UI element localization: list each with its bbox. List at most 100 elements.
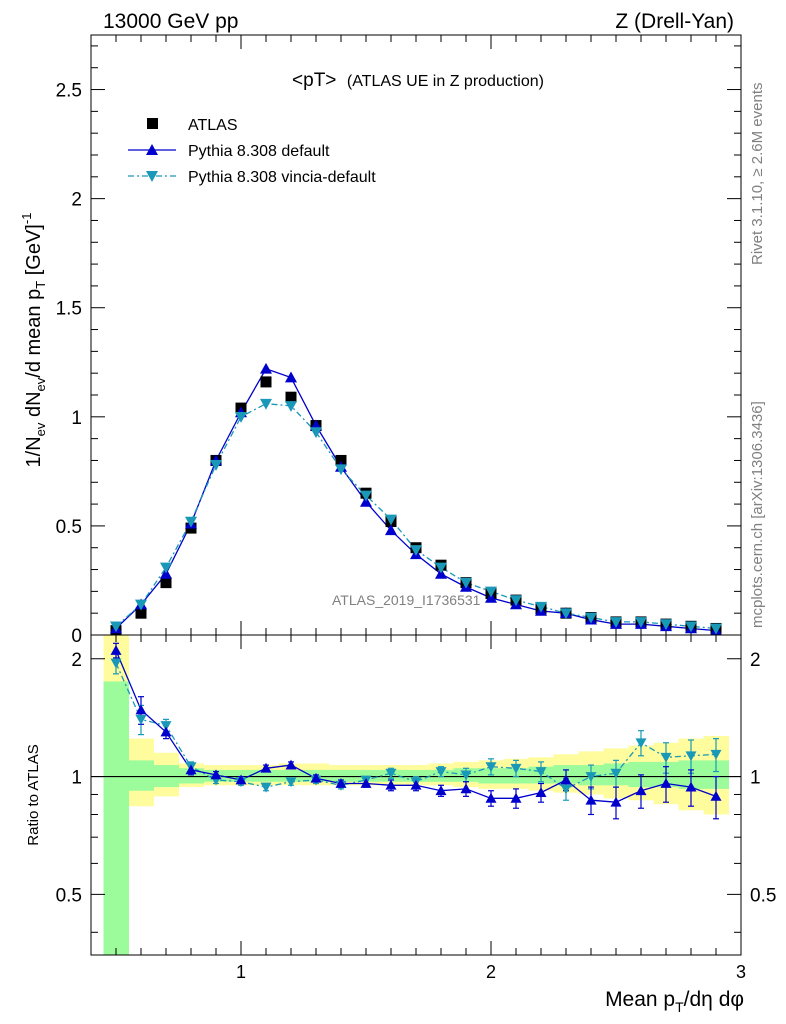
atlas-point (160, 577, 172, 589)
vincia-point (110, 621, 122, 633)
top-y-tick-label: 0.5 (56, 517, 82, 538)
ratio-vincia-point (510, 763, 522, 774)
ratio-default-point (160, 726, 172, 737)
band-green-7 (278, 769, 304, 782)
ratio-vincia-point (285, 777, 297, 788)
ratio-vincia-point (485, 762, 497, 773)
x-tick-label: 2 (486, 962, 496, 982)
vincia-point (460, 577, 472, 589)
ratio-vincia-point (160, 721, 172, 732)
band-green-9 (328, 769, 354, 782)
ratio-default-point (635, 785, 647, 796)
default-point (260, 362, 272, 374)
ratio-y-tick-label: 0.5 (56, 885, 82, 906)
ratio-vincia-point (435, 767, 447, 778)
ratio-panel-series (110, 642, 722, 820)
vincia-point (285, 401, 297, 412)
axes: 1 2 3 0 0.5 1 1.5 2 2.5 0.5 0.5 1 1 2 2 (56, 35, 776, 982)
vincia-point (360, 490, 372, 502)
top-y-tick-label: 0 (71, 626, 82, 647)
header-process: Z (Drell-Yan) (615, 10, 734, 33)
ratio-vincia-point (260, 782, 272, 793)
atlas-point (285, 391, 297, 403)
chart-title: <pT> (ATLAS UE in Z production) (292, 70, 544, 91)
legend: ATLAS Pythia 8.308 default Pythia 8.308 … (128, 117, 376, 186)
vincia-point (635, 617, 647, 628)
ratio-default-point (360, 778, 372, 788)
vincia-point (335, 464, 347, 476)
y-axis-label-ratio: Ratio to ATLAS (25, 744, 42, 845)
vincia-point (485, 586, 497, 598)
x-axis-label: Mean pT/dη dφ (605, 988, 744, 1015)
top-panel-series (110, 362, 722, 635)
ratio-default-point (685, 781, 697, 792)
ratio-vincia-point (685, 751, 697, 762)
top-y-tick-label: 1.5 (56, 299, 82, 320)
legend-marker-vincia (146, 171, 158, 182)
atlas-point (135, 607, 147, 619)
top-y-tick-label: 2.5 (56, 81, 82, 102)
vincia-point (585, 612, 597, 624)
ratio-vincia-point (560, 784, 572, 795)
vincia-point (510, 595, 522, 607)
ratio-default-point (510, 792, 522, 803)
ratio-default-point (410, 779, 422, 790)
ratio-default-point (435, 785, 447, 796)
ratio-default-point (460, 783, 472, 794)
top-y-tick-label: 1 (71, 408, 82, 429)
ratio-default-point (185, 764, 197, 775)
vincia-point (235, 412, 247, 423)
ratio-vincia-point (135, 714, 147, 725)
default-point (285, 371, 297, 383)
y-axis-label-top: 1/Nev dNev/d mean pT [GeV]-1 (19, 213, 48, 468)
ratio-y-tick-label-right: 2 (750, 650, 761, 671)
ratio-default-point (335, 778, 347, 788)
ratio-default-point (535, 787, 547, 797)
vincia-point (410, 545, 422, 556)
ratio-vincia-point (585, 772, 597, 783)
ratio-default-point (110, 644, 122, 655)
vincia-point (210, 460, 222, 471)
ratio-panel-frame (90, 634, 742, 956)
legend-marker-default (146, 144, 158, 155)
vincia-point (310, 427, 322, 439)
ratio-bands (103, 635, 729, 955)
vincia-point (185, 516, 197, 528)
vincia-point (560, 608, 572, 620)
ratio-default-point (310, 772, 322, 783)
default-point (385, 524, 397, 536)
ratio-y-tick-label: 1 (71, 768, 82, 789)
ratio-vincia-point (110, 658, 122, 669)
ratio-default-point (560, 774, 572, 785)
ratio-vincia-point (635, 738, 647, 749)
header-energy: 13000 GeV pp (103, 10, 238, 33)
mcplots-label: mcplots.cern.ch [arXiv:1306.3436] (749, 401, 766, 628)
band-green-15 (478, 768, 504, 784)
vincia-point (160, 562, 172, 574)
x-tick-label: 3 (736, 962, 746, 982)
vincia-point (535, 601, 547, 613)
ratio-default-point (660, 778, 672, 788)
ratio-vincia-point (710, 749, 722, 760)
ratio-y-tick-label-right: 0.5 (750, 885, 776, 906)
analysis-watermark: ATLAS_2019_I1736531 (332, 592, 481, 608)
ratio-default-point (235, 774, 247, 785)
band-green-1 (128, 760, 154, 791)
x-tick-label: 1 (236, 962, 246, 982)
ratio-default-point (485, 792, 497, 803)
legend-marker-atlas (147, 118, 158, 129)
ratio-vincia-point (660, 752, 672, 763)
vincia-point (385, 514, 397, 526)
ratio-default-point (710, 790, 722, 801)
ratio-default-point (610, 796, 622, 807)
band-green-3 (178, 768, 204, 784)
legend-label-vincia: Pythia 8.308 vincia-default (188, 169, 376, 186)
vincia-point (135, 599, 147, 611)
ratio-vincia-point (535, 767, 547, 778)
vincia-point (685, 621, 697, 633)
ratio-default-point (210, 769, 222, 780)
ratio-y-tick-label: 2 (71, 650, 82, 671)
ratio-default-point (385, 779, 397, 790)
vincia-point (660, 619, 672, 631)
